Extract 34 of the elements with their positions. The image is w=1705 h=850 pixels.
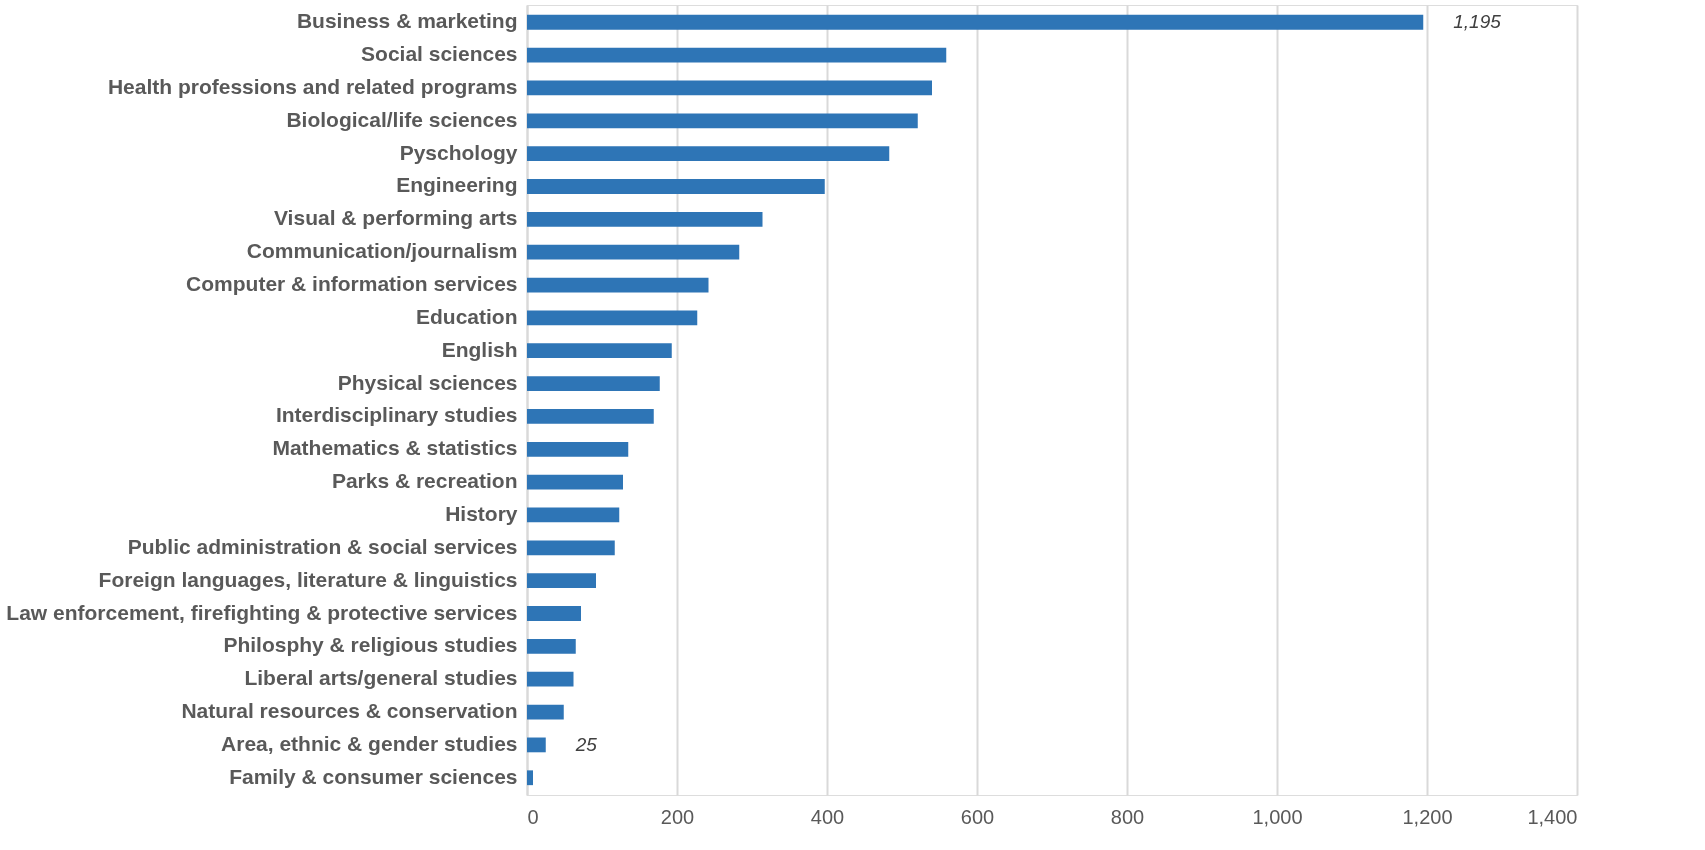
data-label: 1,195 <box>1453 11 1502 33</box>
x-tick-label: 600 <box>960 805 995 828</box>
y-tick-label: Foreign languages, literature & linguistics <box>98 567 518 591</box>
y-tick-label: Law enforcement, firefighting & protective services <box>6 600 518 624</box>
y-tick-label: Mathematics & statistics <box>272 436 518 460</box>
y-tick-label: Social sciences <box>361 42 518 66</box>
y-tick-label: Health professions and related programs <box>107 74 518 98</box>
y-tick-label: Computer & information services <box>186 272 518 296</box>
y-tick-label: Interdisciplinary studies <box>275 403 518 427</box>
y-tick-label: Business & marketing <box>296 9 518 33</box>
x-tick-label: 800 <box>1110 805 1145 828</box>
y-tick-label: Natural resources & conservation <box>181 699 518 723</box>
y-tick-label: Visual & performing arts <box>273 206 518 230</box>
y-tick-label: Public administration & social services <box>127 534 518 558</box>
y-tick-label: Biological/life sciences <box>286 107 518 131</box>
x-tick-label: 400 <box>810 805 845 828</box>
x-tick-label: 1,200 <box>1402 805 1453 828</box>
y-tick-label: Philosphy & religious studies <box>223 633 518 657</box>
data-label: 25 <box>574 733 598 755</box>
x-tick-label: 1,000 <box>1252 805 1303 828</box>
y-tick-label: English <box>441 337 518 361</box>
y-tick-label: Liberal arts/general studies <box>244 666 518 690</box>
y-tick-label: Engineering <box>396 173 518 197</box>
y-tick-label: Physical sciences <box>337 370 518 394</box>
y-tick-label: Pyschology <box>399 140 518 164</box>
x-tick-label: 1,400 <box>1527 805 1578 828</box>
x-tick-label: 200 <box>660 805 695 828</box>
y-tick-label: Family & consumer sciences <box>229 764 518 788</box>
x-tick-label: 0 <box>527 805 539 828</box>
y-tick-label: Education <box>415 304 518 328</box>
y-tick-label: Parks & recreation <box>331 469 518 493</box>
y-tick-label: Communication/journalism <box>246 239 518 263</box>
y-tick-label: History <box>445 501 518 525</box>
y-tick-label: Area, ethnic & gender studies <box>221 731 518 755</box>
